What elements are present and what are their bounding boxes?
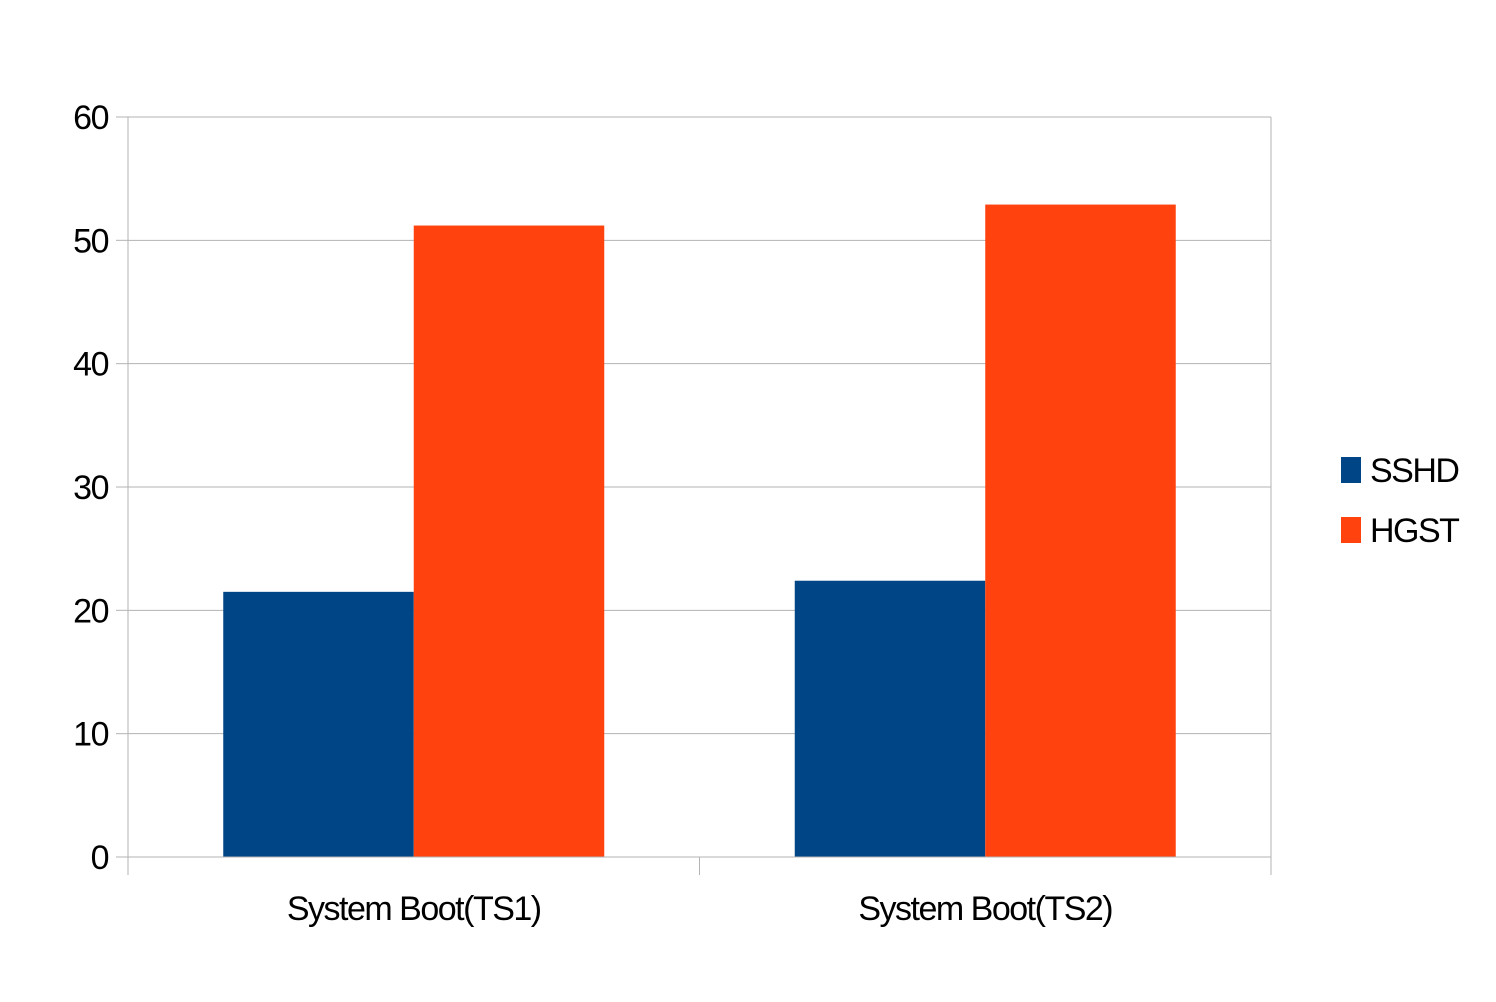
y-tick-labels: 0 10 20 30 40 50 60 <box>73 99 110 877</box>
legend-label: HGST <box>1370 512 1459 550</box>
legend[interactable]: SSHD HGST <box>1341 452 1461 550</box>
legend-label: SSHD <box>1370 452 1458 490</box>
y-tick-label: 20 <box>73 592 108 630</box>
y-tick-label: 50 <box>73 222 108 260</box>
bar-sshd-2[interactable] <box>794 580 986 857</box>
legend-swatch <box>1341 517 1361 543</box>
y-tick-label: 40 <box>73 346 108 384</box>
x-category-labels: System Boot(TS1) System Boot(TS2) <box>287 890 1114 928</box>
axes <box>116 116 1272 875</box>
bar-hgst-1[interactable] <box>413 225 605 858</box>
x-category-label: System Boot(TS2) <box>858 890 1112 928</box>
legend-item-hgst[interactable]: HGST <box>1341 512 1461 550</box>
bar-hgst-2[interactable] <box>985 204 1176 858</box>
y-tick-label: 30 <box>73 469 108 507</box>
bars <box>223 204 1176 858</box>
legend-item-sshd[interactable]: SSHD <box>1341 452 1460 490</box>
bar-sshd-1[interactable] <box>223 591 414 857</box>
legend-swatch <box>1341 457 1361 483</box>
y-tick-label: 60 <box>73 99 108 137</box>
y-tick-label: 10 <box>73 716 108 754</box>
y-tick-label: 0 <box>91 839 109 877</box>
x-category-label: System Boot(TS1) <box>287 890 541 928</box>
